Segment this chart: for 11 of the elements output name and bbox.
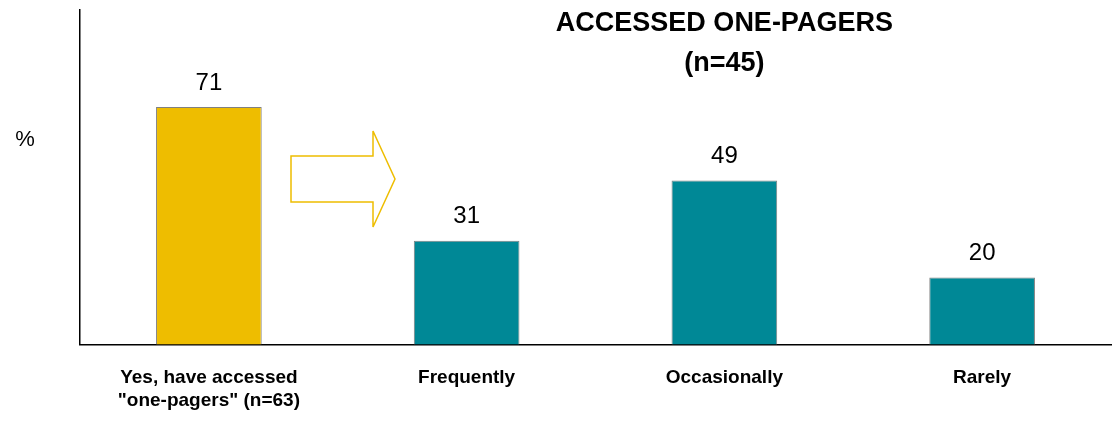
text: (n=45) (684, 47, 765, 78)
data-label: 49 (711, 141, 738, 169)
data-label: 31 (453, 201, 480, 229)
data-label: 20 (968, 238, 996, 266)
x-tick-label: Rarely (953, 366, 1012, 388)
x-tick-label: Frequently (418, 366, 516, 388)
x-tick-label: Occasionally (665, 366, 784, 388)
data-label: 71 (195, 67, 223, 95)
x-tick-label: Yes, have accessed "one-pagers" (n=63) (117, 366, 300, 410)
chart-title: ACCESSED ONE-PAGERS (555, 7, 893, 38)
y-axis-title: % (15, 126, 35, 152)
